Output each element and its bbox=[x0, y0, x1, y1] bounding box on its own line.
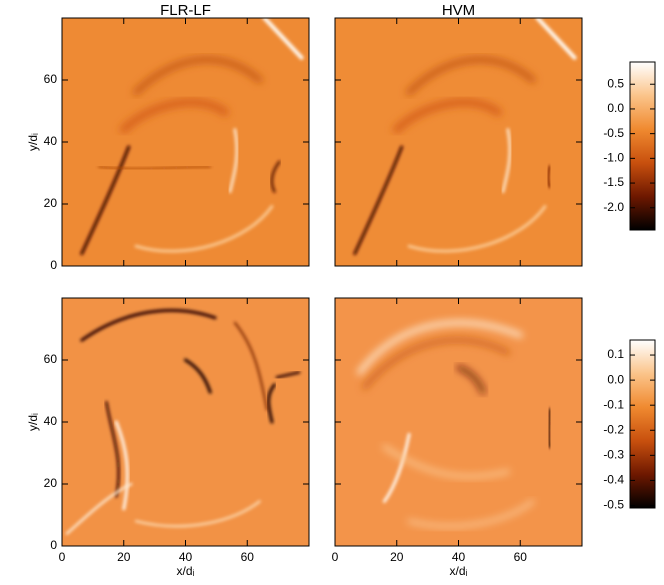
y-tick-label: 20 bbox=[44, 476, 58, 490]
y-tick-label: 60 bbox=[44, 72, 58, 86]
field-structure bbox=[547, 408, 552, 449]
y-tick-label: 0 bbox=[50, 258, 57, 272]
field-structure bbox=[275, 371, 301, 379]
field-structure bbox=[267, 383, 276, 424]
field-structure bbox=[392, 98, 502, 134]
field-structure bbox=[353, 145, 404, 256]
field-structure bbox=[134, 500, 261, 528]
colorbar-tick-label: -0.3 bbox=[603, 448, 624, 462]
colorbar bbox=[629, 61, 656, 231]
colorbar-tick-label: -0.4 bbox=[603, 473, 624, 487]
colorbar-tick-label: -2.0 bbox=[603, 200, 624, 214]
field-structure bbox=[362, 338, 510, 390]
panel-title: FLR-LF bbox=[160, 2, 211, 19]
colorbar-tick-label: 0.0 bbox=[607, 101, 624, 115]
colorbar-tick-label: -0.5 bbox=[603, 498, 624, 512]
colorbar-tick-label: 0.1 bbox=[607, 347, 624, 361]
y-tick-label: 20 bbox=[44, 196, 58, 210]
field-structure bbox=[114, 420, 129, 511]
field-structure bbox=[233, 321, 268, 411]
colorbar-tick-label: 0.0 bbox=[607, 372, 624, 386]
x-tick-label: 40 bbox=[179, 550, 193, 564]
y-tick-label: 60 bbox=[44, 352, 58, 366]
field-background bbox=[335, 298, 582, 546]
heatmap-field bbox=[335, 298, 582, 546]
field-structure bbox=[382, 444, 510, 479]
colorbar-tick-label: 0.5 bbox=[607, 76, 624, 90]
colorbar-tick-label: -1.0 bbox=[603, 151, 624, 165]
colorbar-tick-label: -0.1 bbox=[603, 397, 624, 411]
field-structure bbox=[80, 145, 131, 256]
colorbar-tick-label: -1.5 bbox=[603, 175, 624, 189]
field-structure bbox=[119, 98, 229, 134]
field-structure bbox=[80, 308, 217, 342]
colorbar-tick-label: -0.2 bbox=[603, 422, 624, 436]
field-structure bbox=[262, 18, 304, 60]
field-background bbox=[335, 18, 582, 266]
field-structure bbox=[407, 205, 547, 253]
field-structure bbox=[546, 165, 552, 189]
field-structure bbox=[184, 358, 212, 394]
colorbar bbox=[629, 339, 656, 509]
heatmap-field bbox=[62, 18, 309, 266]
field-structure bbox=[357, 320, 523, 375]
field-structure bbox=[406, 56, 536, 96]
field-structure bbox=[535, 18, 577, 60]
y-tick-label: 40 bbox=[44, 134, 58, 148]
field-background bbox=[62, 18, 309, 266]
x-tick-label: 0 bbox=[59, 550, 66, 564]
y-axis-label: y/dᵢ bbox=[26, 133, 40, 151]
field-structure bbox=[134, 205, 274, 253]
x-tick-label: 0 bbox=[332, 550, 339, 564]
y-axis-label: y/dᵢ bbox=[26, 413, 40, 431]
field-structure bbox=[270, 160, 281, 193]
field-structure bbox=[105, 400, 120, 498]
y-tick-label: 40 bbox=[44, 414, 58, 428]
field-structure bbox=[98, 165, 212, 171]
heatmap-field bbox=[335, 18, 582, 266]
x-axis-label: x/dᵢ bbox=[450, 564, 468, 578]
x-tick-label: 60 bbox=[241, 550, 255, 564]
x-tick-label: 40 bbox=[452, 550, 466, 564]
field-structure bbox=[456, 365, 486, 395]
y-tick-label: 0 bbox=[50, 538, 57, 552]
field-background bbox=[62, 298, 309, 546]
field-structure bbox=[65, 482, 133, 535]
field-structure bbox=[382, 432, 411, 503]
colorbar-tick-label: -0.5 bbox=[603, 126, 624, 140]
panel-title: HVM bbox=[442, 2, 475, 19]
field-structure bbox=[228, 128, 239, 194]
x-tick-label: 60 bbox=[514, 550, 528, 564]
x-tick-label: 20 bbox=[390, 550, 404, 564]
field-structure bbox=[501, 128, 512, 194]
x-axis-label: x/dᵢ bbox=[177, 564, 195, 578]
x-tick-label: 20 bbox=[117, 550, 131, 564]
heatmap-field bbox=[62, 298, 309, 546]
field-structure bbox=[407, 499, 535, 528]
field-structure bbox=[133, 56, 263, 96]
